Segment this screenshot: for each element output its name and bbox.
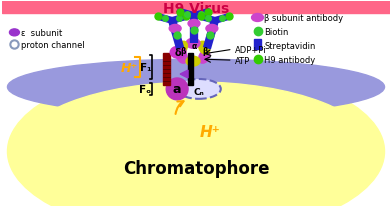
Ellipse shape	[170, 47, 186, 59]
Ellipse shape	[9, 30, 19, 37]
Circle shape	[166, 79, 188, 100]
Text: β: β	[180, 47, 186, 55]
Bar	[163, 54, 170, 85]
Ellipse shape	[176, 51, 187, 64]
Text: H9 Virus: H9 Virus	[163, 2, 229, 15]
Bar	[254, 40, 261, 50]
Text: H9 antibody: H9 antibody	[265, 55, 316, 64]
Ellipse shape	[199, 51, 210, 64]
Text: ε  subunit: ε subunit	[22, 29, 63, 38]
Text: β subunit antibody: β subunit antibody	[265, 14, 344, 23]
Text: α: α	[191, 42, 197, 50]
Text: δ: δ	[175, 48, 181, 58]
Text: Biotin: Biotin	[265, 28, 289, 37]
Bar	[2, 2, 390, 13]
Text: ADP+Pi: ADP+Pi	[235, 46, 266, 54]
Text: Fₒ: Fₒ	[139, 84, 151, 95]
Ellipse shape	[7, 60, 385, 115]
Text: H⁺: H⁺	[200, 124, 220, 139]
Ellipse shape	[199, 42, 210, 55]
Ellipse shape	[186, 57, 200, 67]
Text: Chromatophore: Chromatophore	[123, 159, 269, 177]
Text: β: β	[202, 47, 208, 55]
Ellipse shape	[252, 14, 263, 22]
Text: ATP: ATP	[235, 56, 250, 65]
Text: Cₙ: Cₙ	[194, 88, 204, 97]
Ellipse shape	[17, 83, 375, 206]
Ellipse shape	[186, 39, 200, 49]
Ellipse shape	[177, 80, 221, 99]
Polygon shape	[180, 71, 188, 79]
Ellipse shape	[206, 25, 218, 33]
Ellipse shape	[169, 25, 181, 33]
Text: H⁺: H⁺	[121, 61, 138, 74]
Text: proton channel: proton channel	[22, 41, 85, 49]
Text: a: a	[173, 83, 181, 96]
Bar	[188, 54, 193, 85]
Ellipse shape	[188, 20, 200, 28]
Ellipse shape	[7, 68, 385, 206]
Text: Streptavidin: Streptavidin	[265, 42, 316, 50]
Ellipse shape	[176, 42, 187, 55]
Text: F₁: F₁	[140, 63, 151, 73]
